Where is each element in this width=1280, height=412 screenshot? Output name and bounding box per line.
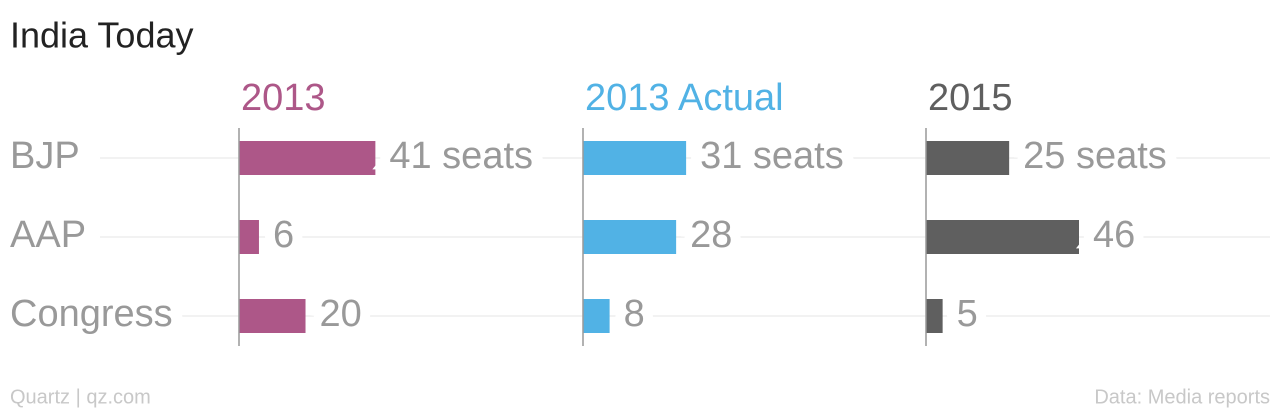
legend-label: 2015: [928, 77, 1013, 119]
value-label: 31 seats: [700, 135, 844, 177]
value-label: 5: [957, 293, 978, 335]
category-label: Congress: [10, 293, 173, 335]
value-label: 41 seats: [389, 135, 533, 177]
chart-title: India Today: [10, 15, 193, 56]
source: Data: Media reports: [1094, 386, 1270, 408]
value-label: 8: [624, 293, 645, 335]
value-label: 46: [1093, 214, 1135, 256]
legend-label: 2013: [241, 77, 326, 119]
value-label: 28: [690, 214, 732, 256]
bar: [926, 299, 943, 333]
bar: [926, 141, 1010, 175]
value-label: 6: [273, 214, 294, 256]
value-label: 25 seats: [1023, 135, 1167, 177]
bar: [239, 220, 259, 254]
value-label: 20: [320, 293, 362, 335]
bar: [583, 299, 610, 333]
legend-label: 2013 Actual: [585, 77, 784, 119]
bar: [926, 220, 1079, 254]
credit: Quartz | qz.com: [10, 386, 151, 408]
bar: [239, 299, 306, 333]
category-label: AAP: [10, 214, 86, 256]
bar: [239, 141, 376, 175]
category-label: BJP: [10, 135, 80, 177]
bar: [583, 141, 687, 175]
bar: [583, 220, 677, 254]
